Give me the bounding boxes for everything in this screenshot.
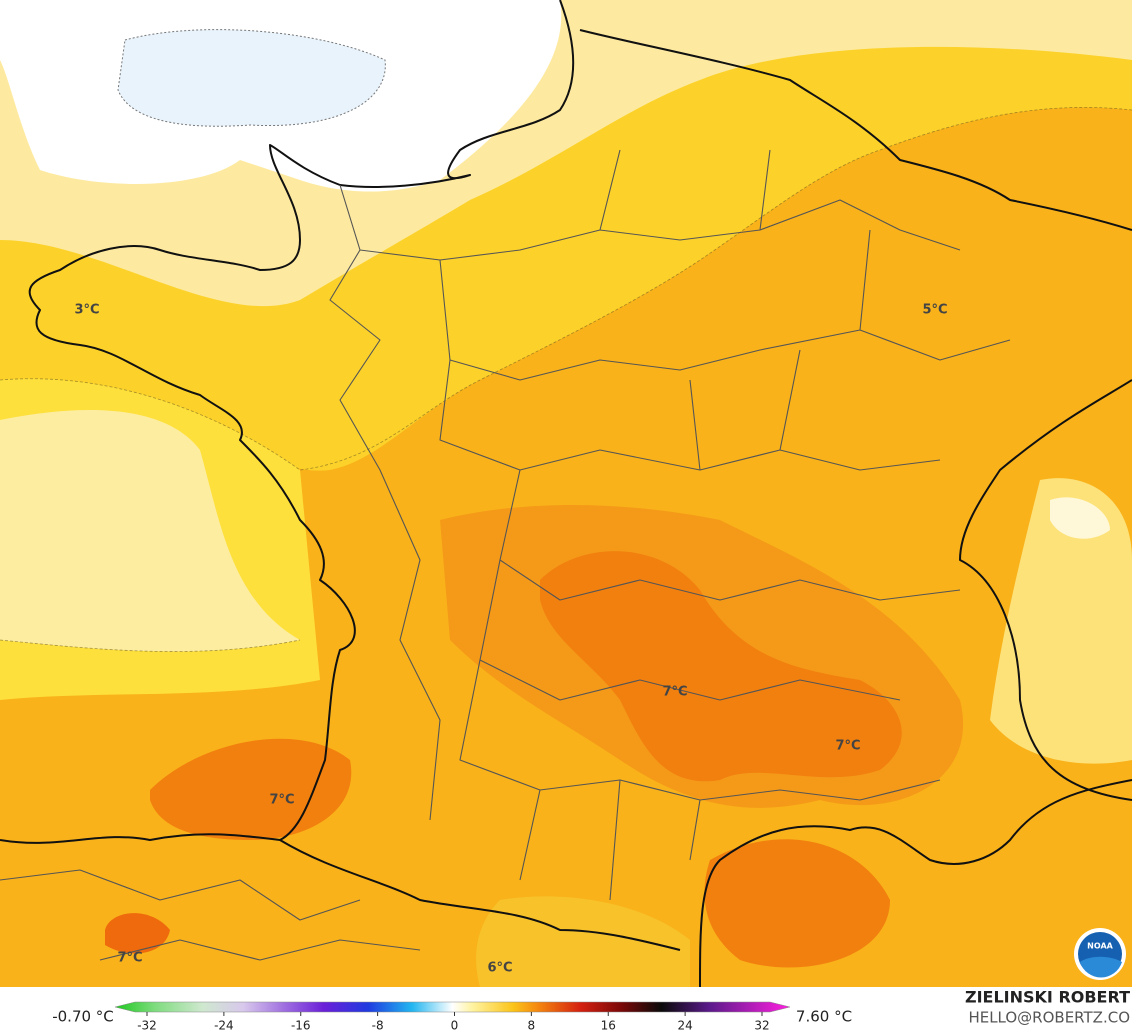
map-labels: 3°C 5°C 7°C 7°C 7°C 7°C 6°C xyxy=(74,303,947,976)
logo-wave xyxy=(1080,956,1122,978)
credit-contact: HELLO@ROBERTZ.CO xyxy=(968,1009,1130,1027)
map-area xyxy=(0,0,1132,988)
colorbar-tick-label: -24 xyxy=(214,1019,234,1033)
colorbar-tick-label: 32 xyxy=(754,1019,769,1033)
temp-label: 3°C xyxy=(74,303,99,318)
logo-text: NOAA xyxy=(1087,942,1113,951)
colorbar-bar xyxy=(114,1001,791,1013)
coastline xyxy=(0,0,575,844)
department-borders xyxy=(329,149,1011,901)
zone-deep-orange xyxy=(540,551,902,782)
noaa-logo: NOAA xyxy=(1074,928,1126,980)
isotherm xyxy=(0,639,301,652)
colorbar-tick-label: 16 xyxy=(601,1019,616,1033)
temp-label: 7°C xyxy=(662,685,687,700)
credit-name: ZIELINSKI ROBERT xyxy=(965,988,1130,1007)
temp-label: 6°C xyxy=(487,961,512,976)
spain-borders xyxy=(0,869,421,961)
cold-pool xyxy=(117,29,386,127)
legend-max: 7.60 °C xyxy=(796,1008,852,1026)
colorbar-tick-label: 0 xyxy=(451,1019,459,1033)
colorbar: -0.70 °C 7.60 °C -32 -24 -16 -8 0 8 16 24 32 xyxy=(52,1001,852,1033)
colorbar-tick-label: 8 xyxy=(528,1019,536,1033)
border-spain xyxy=(279,839,681,951)
zone-deep-orange-sw xyxy=(150,738,352,840)
border-north-east xyxy=(579,29,1132,801)
colorbar-tick-label: -16 xyxy=(291,1019,311,1033)
temp-label: 7°C xyxy=(117,951,142,966)
colorbar-tick-label: -8 xyxy=(372,1019,384,1033)
coastline-med xyxy=(699,779,1132,988)
temp-label: 5°C xyxy=(922,303,947,318)
legend-min: -0.70 °C xyxy=(52,1008,114,1026)
zone-deep-orange-sea xyxy=(704,839,890,968)
temp-label: 7°C xyxy=(835,739,860,754)
zone-alps-pale xyxy=(1050,497,1110,539)
colorbar-tick-label: -32 xyxy=(137,1019,157,1033)
zone-atlantic-pale xyxy=(0,410,300,652)
zone-spain-hot xyxy=(105,913,170,954)
temp-label: 7°C xyxy=(269,793,294,808)
colorbar-tick-label: 24 xyxy=(677,1019,692,1033)
zone-alps xyxy=(990,478,1132,764)
